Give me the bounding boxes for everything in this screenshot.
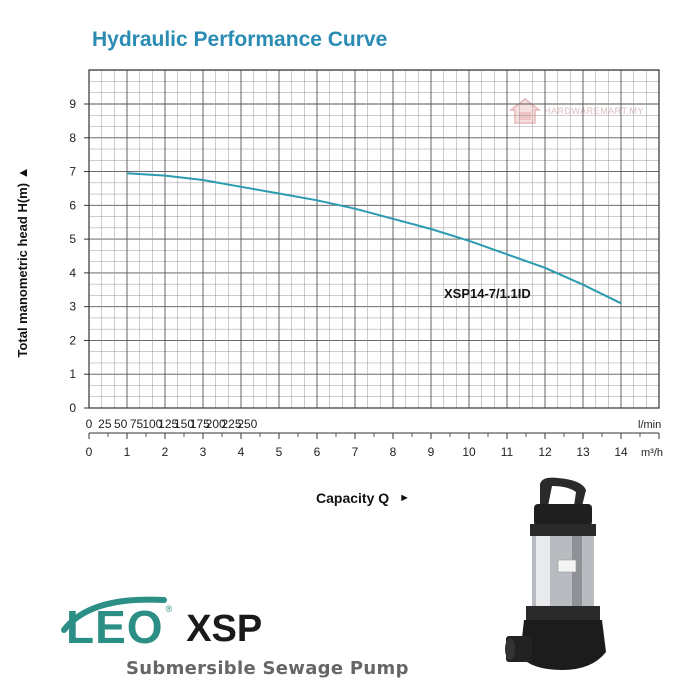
y-tick-label: 8 bbox=[69, 131, 76, 145]
x-tick-label-lmin: 50 bbox=[114, 417, 128, 431]
x-tick-label-m3h: 4 bbox=[238, 445, 245, 459]
leo-swoosh-icon bbox=[61, 596, 167, 633]
x-tick-label-lmin: 225 bbox=[221, 417, 241, 431]
y-tick-label: 7 bbox=[69, 165, 76, 179]
brand-model: XSP bbox=[186, 608, 263, 650]
x-tick-label-lmin: 250 bbox=[237, 417, 257, 431]
y-tick-label: 3 bbox=[69, 300, 76, 314]
unit-m3h-label: m³/h bbox=[641, 447, 663, 459]
x-tick-label-lmin: 75 bbox=[130, 417, 144, 431]
watermark: HARDWAREMART.MY bbox=[508, 96, 644, 126]
registered-mark: ® bbox=[165, 604, 173, 614]
y-tick-label: 0 bbox=[69, 401, 76, 415]
y-tick-label: 9 bbox=[69, 97, 76, 111]
y-tick-label: 4 bbox=[69, 266, 76, 280]
x-tick-label-m3h: 8 bbox=[390, 445, 397, 459]
product-subtitle: Submersible Sewage Pump bbox=[126, 658, 409, 679]
x-tick-label-lmin: 125 bbox=[158, 417, 178, 431]
chart-title: Hydraulic Performance Curve bbox=[92, 28, 388, 51]
y-tick-label: 1 bbox=[69, 367, 76, 381]
x-tick-label-m3h: 7 bbox=[352, 445, 359, 459]
pump-image bbox=[505, 477, 606, 670]
x-tick-label-m3h: 1 bbox=[124, 445, 131, 459]
x-tick-label-m3h: 11 bbox=[501, 445, 514, 459]
x-tick-label-m3h: 12 bbox=[538, 445, 552, 459]
unit-lmin-label: l/min bbox=[638, 419, 661, 431]
series-line-xsp14 bbox=[126, 172, 622, 305]
x-tick-label-m3h: 10 bbox=[462, 445, 476, 459]
watermark-text: HARDWAREMART.MY bbox=[544, 106, 645, 116]
x-tick-label-m3h: 9 bbox=[428, 445, 435, 459]
x-axis-label: Capacity Q ► bbox=[316, 490, 410, 506]
brand-logo: LEO ® XSP bbox=[61, 596, 263, 650]
y-axis-label: Total manometric head H(m) ▲ bbox=[15, 166, 30, 357]
x-tick-labels-m3h: 0 1 2 3 4 5 6 7 8 9 10 11 12 13 14 bbox=[86, 445, 628, 459]
x-tick-label-m3h: 3 bbox=[200, 445, 207, 459]
y-tick-labels: 0 1 2 3 4 5 6 7 8 9 bbox=[69, 97, 89, 415]
x-tick-label-m3h: 14 bbox=[614, 445, 628, 459]
capacity-label: Capacity Q bbox=[316, 490, 390, 506]
x-tick-label-m3h: 2 bbox=[162, 445, 169, 459]
x-tick-label-lmin: 150 bbox=[174, 417, 194, 431]
y-tick-label: 6 bbox=[69, 198, 76, 212]
arrow-right-icon: ► bbox=[399, 492, 411, 504]
m3h-axis-ticks bbox=[88, 433, 660, 439]
house-logo-icon bbox=[508, 98, 542, 124]
x-tick-label-m3h: 5 bbox=[276, 445, 283, 459]
x-tick-label-lmin: 200 bbox=[206, 417, 226, 431]
x-tick-label-m3h: 6 bbox=[314, 445, 321, 459]
x-tick-label-lmin: 0 bbox=[86, 417, 93, 431]
series-label: XSP14-7/1.1ID bbox=[444, 286, 531, 301]
chart-grid bbox=[88, 69, 660, 409]
y-tick-label: 2 bbox=[69, 333, 76, 347]
x-tick-label-lmin: 100 bbox=[142, 417, 162, 431]
x-tick-label-lmin: 175 bbox=[190, 417, 210, 431]
x-tick-label-lmin: 25 bbox=[98, 417, 112, 431]
x-tick-label-m3h: 13 bbox=[576, 445, 590, 459]
y-tick-label: 5 bbox=[69, 232, 76, 246]
x-tick-label-m3h: 0 bbox=[86, 445, 93, 459]
